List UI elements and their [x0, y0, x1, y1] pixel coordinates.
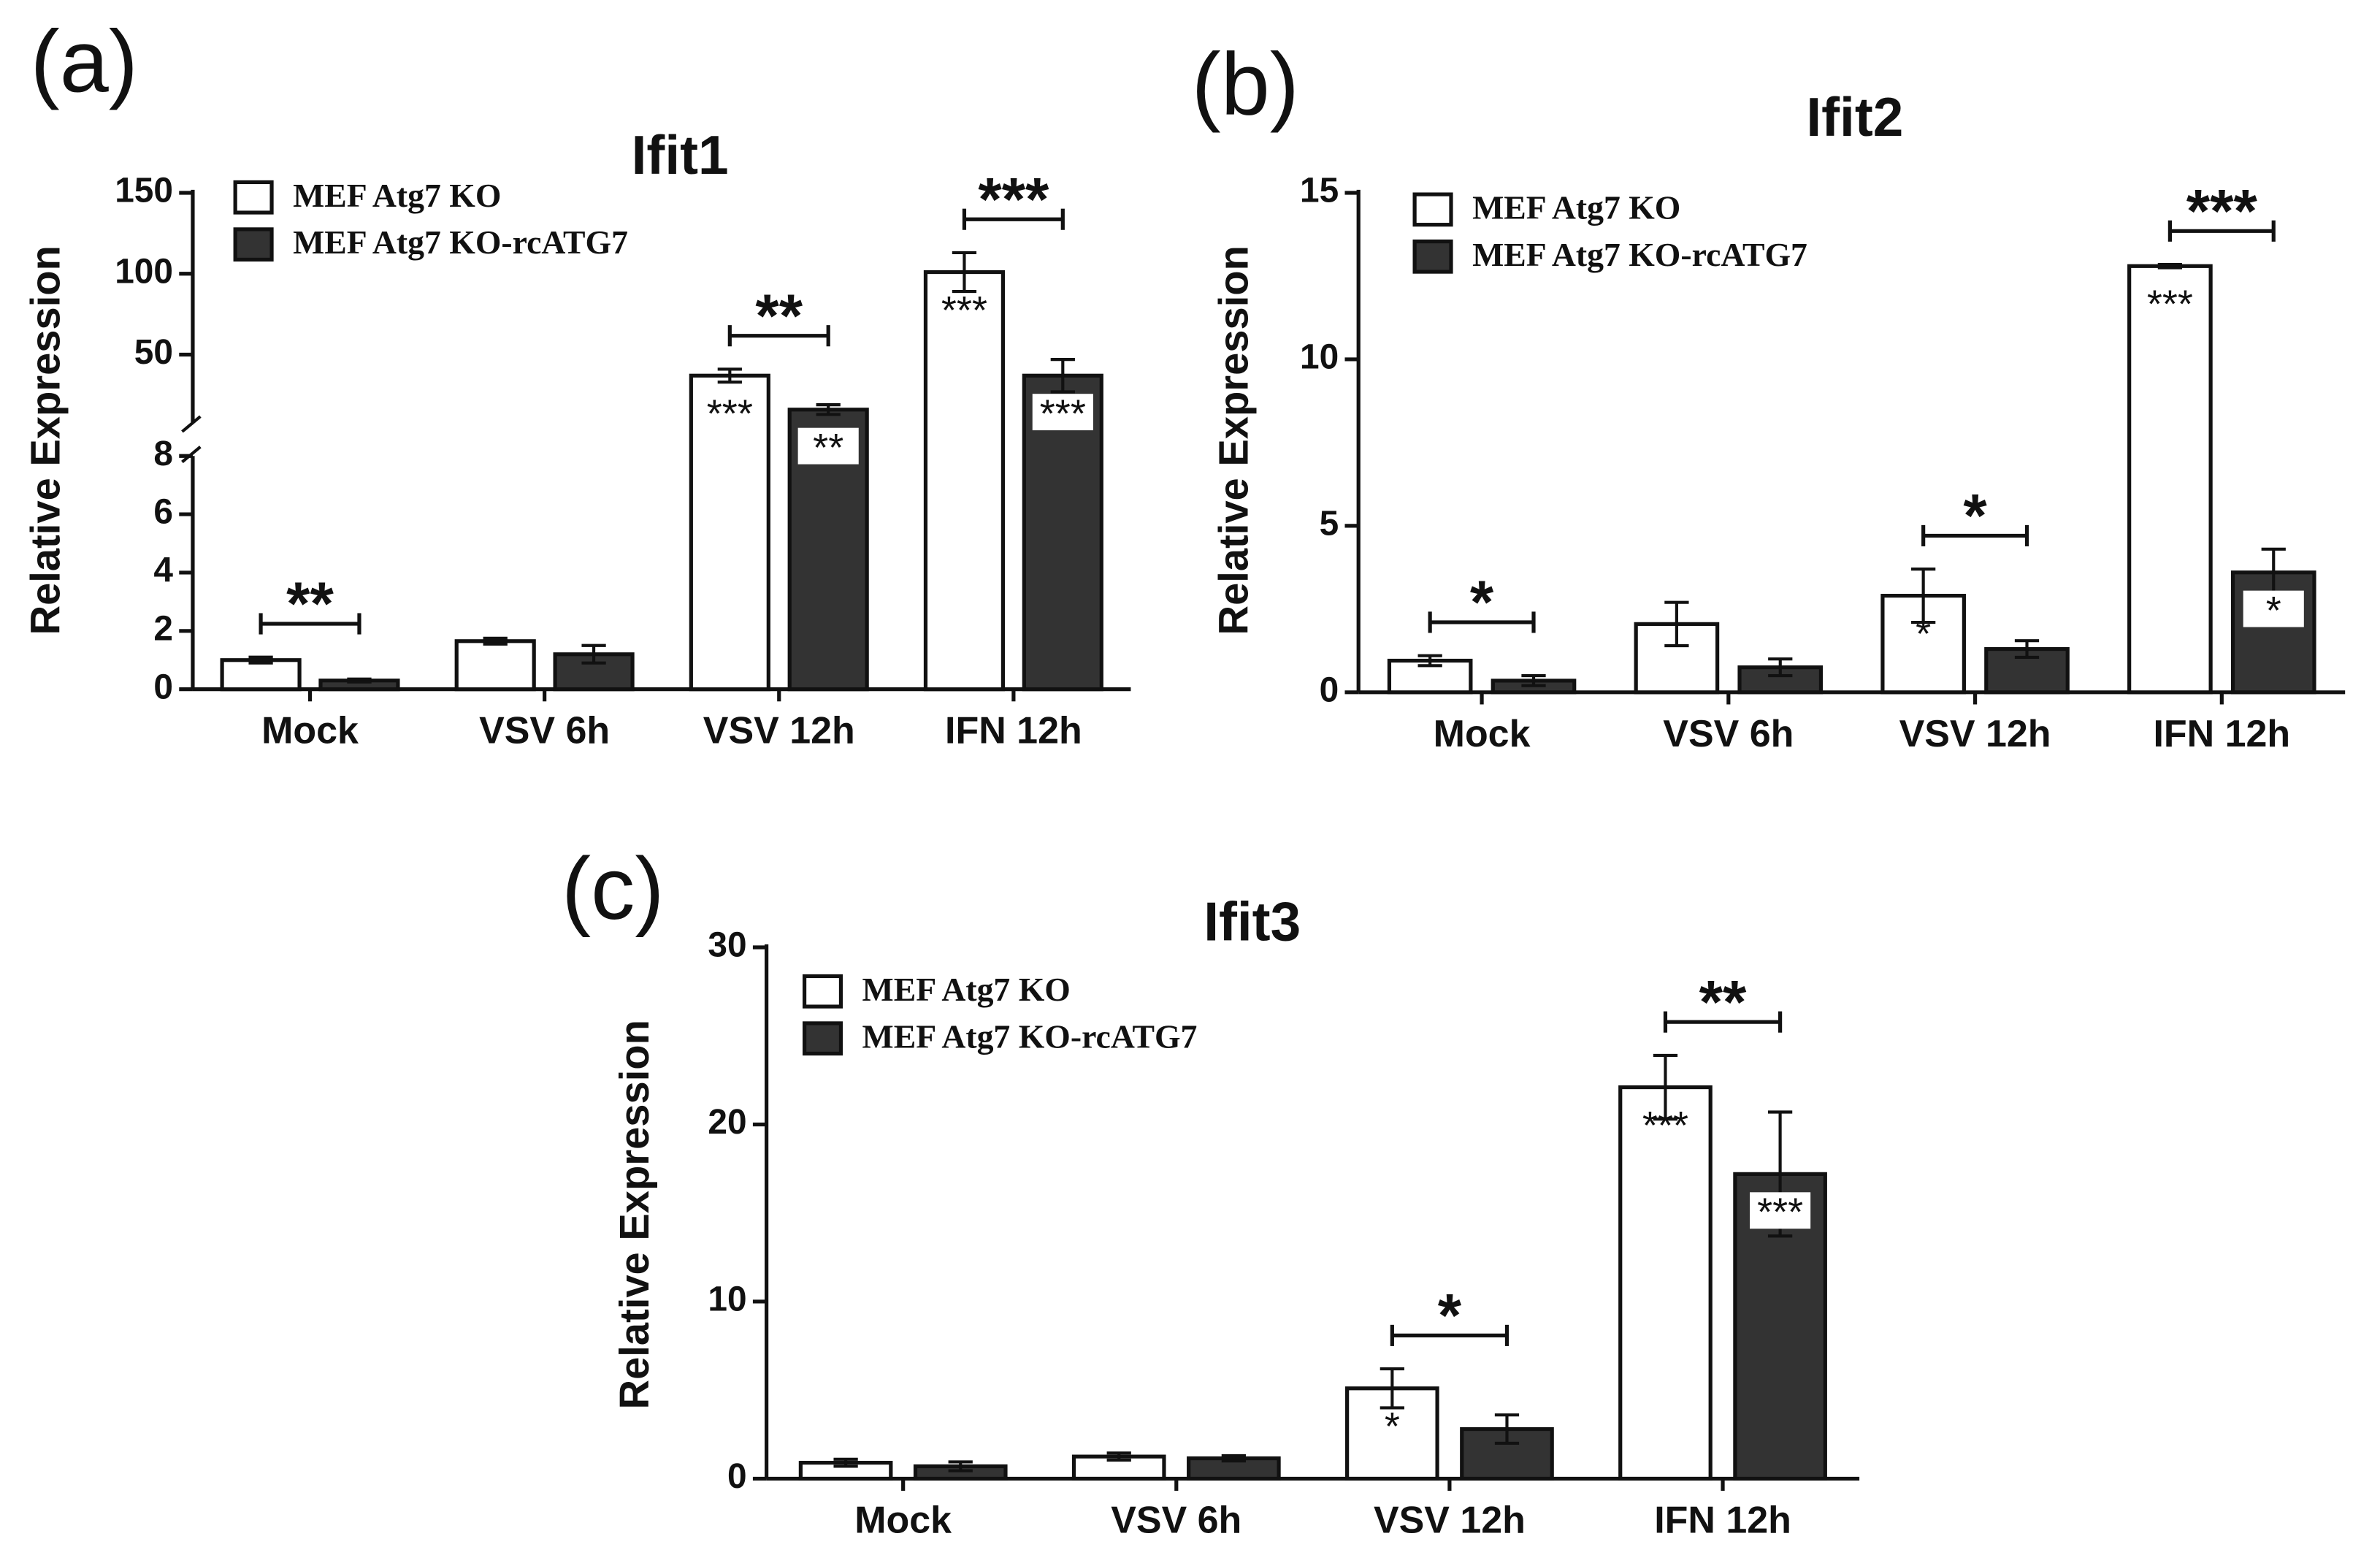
x-tick-label: Mock [261, 710, 359, 752]
y-tick-label: 10 [708, 1280, 746, 1319]
chart-title: Ifit1 [632, 124, 729, 186]
y-tick-label: 8 [153, 435, 173, 473]
y-tick-label: 15 [1300, 172, 1339, 210]
panel-label: (a) [31, 12, 138, 110]
bar [553, 652, 635, 692]
legend-label: MEF Atg7 KO-rcATG7 [1472, 236, 1807, 273]
bar [454, 639, 536, 692]
y-tick-label: 0 [153, 668, 173, 706]
panel-label: (b) [1192, 35, 1299, 134]
legend-swatch [1412, 239, 1453, 274]
significance-label: * [1385, 1405, 1400, 1448]
y-axis-label: Relative Expression [611, 1020, 657, 1409]
legend-label: MEF Atg7 KO [862, 971, 1071, 1008]
legend-swatch [802, 974, 843, 1009]
bracket-label: * [1470, 568, 1494, 636]
y-axis-label: Relative Expression [22, 245, 68, 635]
legend-swatch [802, 1021, 843, 1056]
x-tick-label: IFN 12h [2153, 713, 2290, 755]
significance-label: *** [2147, 283, 2193, 326]
y-tick-label: 0 [1320, 671, 1339, 709]
chart-title: Ifit2 [1806, 86, 1903, 148]
significance-label: ** [813, 426, 843, 470]
bar [220, 658, 302, 692]
bar [923, 270, 1006, 692]
significance-label: * [2266, 589, 2281, 633]
y-tick-label: 2 [153, 609, 173, 648]
significance-label: *** [707, 392, 753, 436]
y-tick-label: 30 [708, 926, 746, 965]
significance-label: *** [1757, 1191, 1803, 1234]
bracket-label: ** [1699, 968, 1747, 1036]
bracket-label: * [1963, 482, 1987, 550]
x-tick-label: VSV 6h [1111, 1499, 1241, 1541]
significance-label: *** [941, 289, 987, 332]
bracket-label: ** [286, 570, 334, 638]
legend-label: MEF Atg7 KO-rcATG7 [862, 1017, 1198, 1055]
bracket-label: ** [755, 282, 803, 350]
x-tick-label: IFN 12h [1654, 1499, 1791, 1541]
legend-swatch [1412, 192, 1453, 227]
x-tick-label: Mock [854, 1499, 952, 1541]
significance-label: * [1916, 612, 1931, 656]
bar [1618, 1085, 1713, 1481]
label-box [1032, 394, 1093, 431]
y-tick-label: 10 [1300, 338, 1339, 377]
x-tick-label: IFN 12h [945, 710, 1082, 752]
legend-swatch [233, 180, 274, 215]
chart-title: Ifit3 [1204, 891, 1301, 952]
legend-swatch [233, 227, 274, 262]
y-tick-label: 0 [727, 1457, 747, 1496]
label-box [1750, 1192, 1811, 1229]
bar [2127, 264, 2213, 695]
y-tick-label: 5 [1320, 505, 1339, 543]
legend-label: MEF Atg7 KO-rcATG7 [293, 224, 628, 261]
label-box [797, 427, 859, 465]
significance-label: *** [1642, 1104, 1688, 1147]
x-tick-label: VSV 12h [1899, 713, 2051, 755]
legend-label: MEF Atg7 KO [1472, 188, 1680, 226]
y-tick-label: 20 [708, 1103, 746, 1142]
significance-label: *** [1040, 392, 1086, 436]
bracket-label: * [1438, 1282, 1462, 1350]
x-tick-label: VSV 12h [1374, 1499, 1526, 1541]
y-tick-label: 100 [115, 252, 173, 291]
y-tick-label: 4 [153, 551, 173, 590]
panel-label: (c) [562, 839, 665, 938]
y-tick-label: 50 [134, 333, 173, 372]
y-tick-label: 150 [115, 172, 173, 210]
axis-break [181, 415, 202, 433]
x-tick-label: VSV 12h [703, 710, 855, 752]
x-tick-label: VSV 6h [1663, 713, 1794, 755]
bracket-label: *** [2186, 177, 2258, 245]
y-axis-label: Relative Expression [1211, 245, 1257, 635]
x-tick-label: Mock [1434, 713, 1531, 755]
x-tick-label: VSV 6h [479, 710, 610, 752]
legend-label: MEF Atg7 KO [293, 177, 501, 214]
bracket-label: *** [978, 165, 1049, 233]
label-box [2243, 590, 2304, 627]
y-tick-label: 6 [153, 493, 173, 532]
